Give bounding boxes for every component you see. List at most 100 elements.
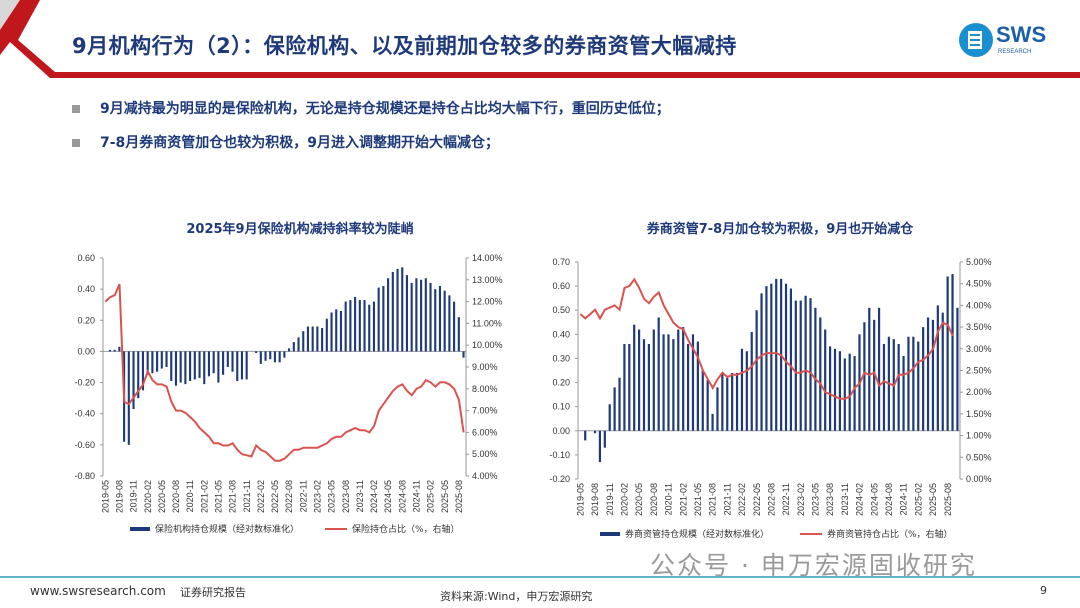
- x-tick-label: 2021-08: [708, 483, 718, 516]
- bar: [775, 278, 778, 431]
- bar: [292, 342, 295, 352]
- bullet-item: 7-8月券商资管加仓也较为积极，9月进入调整期开始大幅减仓；: [72, 132, 499, 152]
- bar: [273, 351, 277, 363]
- x-tick-label: 2022-05: [270, 480, 280, 513]
- bar: [956, 307, 959, 431]
- bar: [682, 327, 685, 431]
- x-tick-label: 2019-08: [115, 480, 125, 513]
- right-tick-label: 0.00%: [966, 474, 992, 484]
- x-tick-label: 2020-11: [185, 480, 195, 512]
- right-tick-label: 5.00%: [472, 449, 498, 459]
- x-tick-label: 2022-05: [752, 483, 762, 516]
- bar: [264, 351, 267, 361]
- bar: [868, 307, 871, 431]
- x-tick-label: 2019-11: [129, 480, 139, 512]
- bar: [462, 351, 465, 358]
- logo-subtext: RESEARCH: [998, 49, 1032, 55]
- bar: [819, 317, 822, 431]
- right-tick-label: 14.00%: [472, 253, 503, 263]
- bar: [118, 346, 121, 352]
- left-tick-label: -0.40: [74, 409, 95, 419]
- bar: [946, 276, 949, 431]
- bar: [902, 356, 905, 431]
- right-tick-label: 3.00%: [966, 344, 992, 354]
- bar: [396, 268, 399, 352]
- legend-bar-label: 保险机构持仓规模（经对数标准化）: [155, 523, 299, 535]
- chart-1-title: 2025年9月保险机构减持斜率较为陡峭: [186, 222, 414, 237]
- bullet-text: 7-8月券商资管加仓也较为积极，9月进入调整期开始大幅减仓；: [100, 135, 500, 151]
- x-tick-label: 2025-08: [454, 480, 464, 513]
- chart-2-title: 券商资管7-8月加仓较为积极，9月也开始减仓: [646, 222, 914, 237]
- legend-bar-swatch: [130, 527, 150, 531]
- page-number: 9: [1040, 584, 1047, 597]
- x-tick-label: 2020-08: [649, 483, 659, 516]
- watermark: 公众号 · 申万宏源固收研究: [650, 551, 977, 580]
- bar: [137, 351, 140, 399]
- left-tick-label: 0.20: [552, 378, 570, 388]
- bar: [189, 351, 192, 382]
- bar: [325, 318, 328, 352]
- x-tick-label: 2024-08: [884, 483, 894, 516]
- bar: [633, 324, 636, 431]
- bar: [931, 319, 935, 431]
- footer-site-link[interactable]: www.swsresearch.com: [30, 584, 166, 598]
- bar: [760, 293, 763, 431]
- x-tick-label: 2024-02: [369, 480, 379, 513]
- x-tick-label: 2020-02: [143, 480, 153, 513]
- x-tick-label: 2021-11: [722, 483, 732, 515]
- bar: [637, 329, 641, 431]
- series-line: [104, 283, 465, 462]
- bar: [156, 351, 159, 372]
- bar: [141, 351, 145, 391]
- x-tick-label: 2022-11: [298, 480, 308, 512]
- x-tick-label: 2019-05: [575, 483, 585, 516]
- bar: [618, 377, 621, 431]
- right-tick-label: 2.50%: [966, 366, 992, 376]
- bar: [288, 348, 291, 352]
- bar: [897, 343, 900, 431]
- x-tick-label: 2024-08: [397, 480, 407, 513]
- bar: [647, 343, 650, 431]
- bar: [316, 326, 319, 352]
- right-tick-label: 4.50%: [966, 279, 992, 289]
- bar: [344, 301, 347, 352]
- bar: [434, 289, 437, 352]
- bar: [438, 286, 442, 352]
- bar: [750, 331, 753, 431]
- x-tick-label: 2020-08: [171, 480, 181, 513]
- logo-text: SWS: [996, 22, 1047, 47]
- bar: [789, 288, 793, 431]
- right-tick-label: 4.00%: [966, 300, 992, 310]
- bar: [784, 283, 788, 431]
- left-tick-label: 0.20: [77, 315, 95, 325]
- right-tick-label: 1.00%: [966, 431, 992, 441]
- bar: [662, 334, 665, 431]
- x-tick-label: 2021-02: [199, 480, 209, 513]
- bar: [711, 413, 714, 431]
- x-tick-label: 2022-11: [781, 483, 791, 515]
- bar: [873, 319, 876, 431]
- left-tick-label: 0.00: [77, 346, 95, 356]
- right-tick-label: 1.50%: [966, 409, 992, 419]
- bar: [382, 286, 385, 352]
- bar: [354, 296, 357, 352]
- bar: [814, 307, 817, 431]
- bar: [306, 326, 310, 352]
- bar: [657, 317, 660, 431]
- right-tick-label: 13.00%: [472, 275, 503, 285]
- bar: [799, 300, 802, 431]
- right-tick-label: 11.00%: [472, 318, 502, 328]
- left-tick-label: 0.60: [77, 253, 95, 263]
- bar: [672, 339, 675, 431]
- bar: [731, 372, 734, 431]
- bar: [667, 334, 670, 431]
- bar: [721, 372, 724, 431]
- bar: [297, 337, 300, 352]
- left-tick-label: 0.70: [552, 257, 570, 267]
- bar: [608, 404, 611, 431]
- bar: [146, 351, 149, 375]
- sws-logo-icon: [959, 23, 993, 57]
- bar: [691, 334, 695, 431]
- right-tick-label: 6.00%: [472, 427, 498, 437]
- bar: [335, 309, 338, 352]
